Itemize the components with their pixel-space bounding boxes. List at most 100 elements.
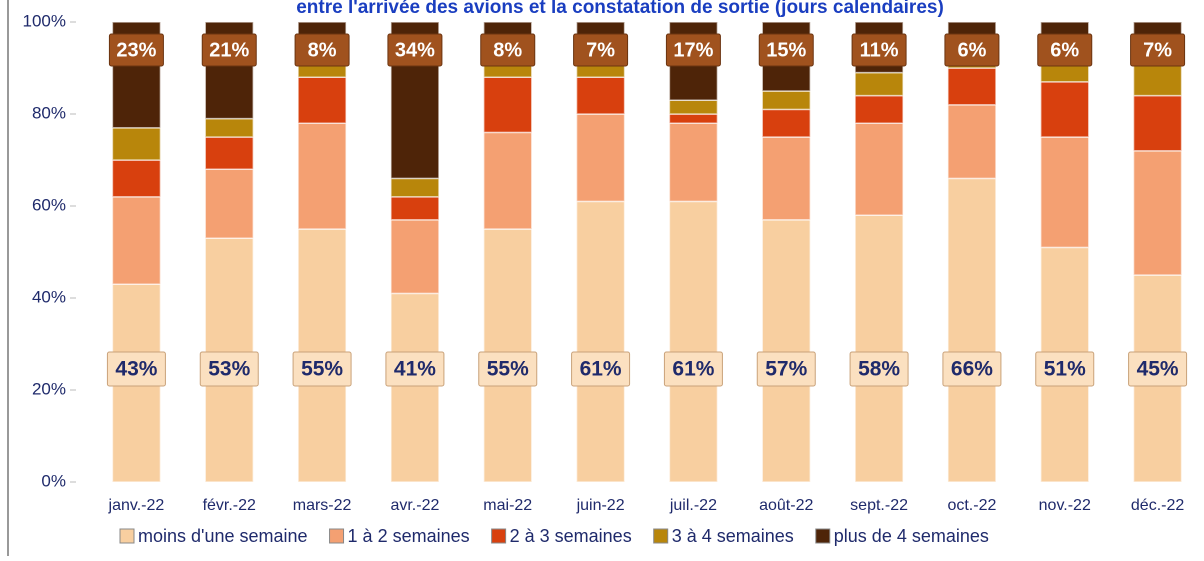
data-label: 58% (858, 358, 900, 381)
x-tick-label: oct.-22 (947, 497, 996, 514)
data-label: 6% (1050, 39, 1079, 61)
label-box (478, 351, 538, 387)
x-tick-label: janv.-22 (108, 497, 165, 514)
data-label: 55% (301, 358, 343, 381)
bar-segment (1040, 136, 1090, 249)
label-box (108, 33, 164, 67)
legend-swatch (815, 528, 831, 544)
bar-segment (854, 94, 904, 124)
label-box (1128, 351, 1188, 387)
x-tick-label: mai-22 (483, 497, 532, 514)
y-tick-label: 80% (32, 103, 66, 122)
x-tick-label: déc.-22 (1131, 497, 1184, 514)
bar-segment (668, 99, 719, 115)
y-tick-label: 100% (23, 11, 66, 30)
data-label: 57% (765, 358, 807, 381)
y-tick-label: 20% (32, 379, 66, 398)
label-box (480, 33, 536, 67)
label-box (199, 351, 259, 387)
bar-segment (483, 131, 533, 230)
bar-segment (761, 219, 811, 483)
data-label: 53% (208, 358, 250, 381)
x-tick-label: févr.-22 (203, 497, 256, 514)
label-box (573, 33, 629, 67)
label-box (1035, 351, 1095, 387)
data-label: 8% (308, 39, 337, 61)
data-label: 8% (493, 39, 522, 61)
label-box (106, 351, 166, 387)
bar-segment (854, 122, 904, 216)
label-box (1037, 33, 1093, 67)
data-label: 61% (672, 358, 714, 381)
bar-segment (297, 122, 347, 230)
x-tick-label: juin-22 (576, 497, 625, 514)
bar-segment (390, 177, 440, 198)
label-box (851, 33, 907, 67)
x-tick-label: sept.-22 (850, 497, 908, 514)
data-label: 45% (1137, 358, 1179, 381)
x-tick-label: juil.-22 (669, 497, 717, 514)
bar-segment (575, 113, 626, 203)
bar-segment (668, 113, 719, 124)
bar-segment (390, 196, 440, 221)
label-box (385, 351, 445, 387)
data-label: 41% (394, 358, 436, 381)
data-label: 11% (860, 39, 899, 61)
bar-segment (111, 127, 162, 161)
data-label: 51% (1044, 358, 1086, 381)
bar-segment (761, 136, 811, 221)
legend-label: 1 à 2 semaines (348, 526, 470, 546)
label-box (849, 351, 909, 387)
legend-label: 2 à 3 semaines (510, 526, 632, 546)
legend-swatch (329, 528, 345, 544)
x-tick-label: nov.-22 (1039, 497, 1091, 514)
data-label: 66% (951, 358, 993, 381)
data-label: 34% (395, 39, 435, 61)
data-label: 7% (1143, 39, 1172, 61)
x-tick-label: août-22 (759, 497, 813, 514)
bar-segment (1132, 94, 1183, 152)
y-tick-label: 40% (32, 287, 66, 306)
label-box (758, 33, 814, 67)
label-box (387, 33, 443, 67)
bar-segment (761, 108, 811, 138)
label-box (571, 351, 631, 387)
bar-segment (947, 67, 997, 106)
chart-title: entre l'arrivée des avions et la constat… (296, 0, 944, 18)
label-box (756, 351, 816, 387)
bar-segment (204, 168, 254, 239)
bar-segment (947, 177, 997, 483)
bar-segment (390, 219, 440, 295)
bar-segment (390, 292, 440, 483)
bar-segment (204, 117, 254, 138)
label-box (665, 33, 721, 67)
label-box (292, 351, 352, 387)
label-box (942, 351, 1002, 387)
data-label: 55% (487, 358, 529, 381)
bar-segment (1040, 81, 1090, 138)
legend-label: moins d'une semaine (138, 526, 308, 546)
bar-segment (854, 71, 904, 97)
bar-segment (483, 76, 533, 134)
label-box (944, 33, 1000, 67)
legend-swatch (491, 528, 507, 544)
bar-segment (204, 136, 254, 170)
data-label: 21% (209, 39, 249, 61)
bar-segment (668, 200, 719, 483)
bar-segment (575, 76, 626, 115)
bar-segment (111, 159, 162, 198)
legend-label: plus de 4 semaines (834, 526, 989, 546)
y-tick-label: 0% (41, 471, 66, 490)
y-tick-label: 60% (32, 195, 66, 214)
bar-segment (761, 90, 811, 111)
legend-label: 3 à 4 semaines (672, 526, 794, 546)
data-label: 6% (957, 39, 986, 61)
data-label: 17% (673, 39, 713, 61)
label-box (1130, 33, 1186, 67)
bar-segment (947, 104, 997, 180)
data-label: 15% (766, 39, 806, 61)
data-label: 7% (586, 39, 615, 61)
x-tick-label: avr.-22 (390, 497, 439, 514)
bar-segment (854, 214, 904, 483)
